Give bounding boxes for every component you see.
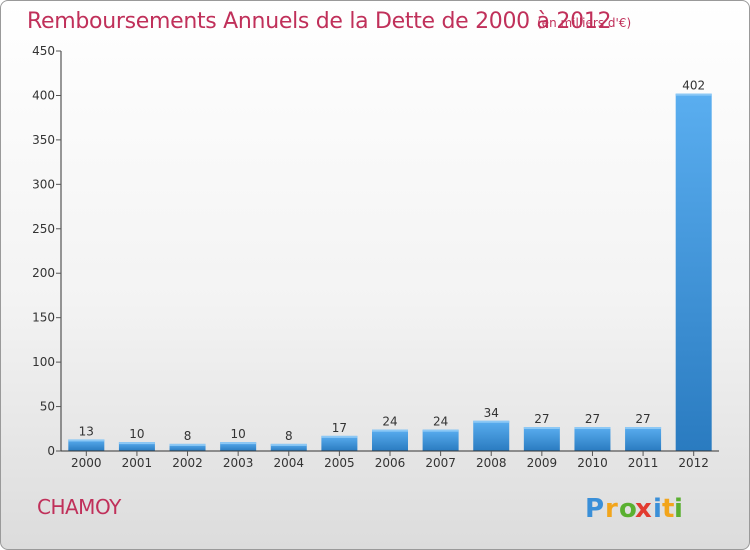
- x-tick-label-2012: 2012: [678, 456, 709, 470]
- y-tick-label: 300: [32, 177, 55, 191]
- value-label-2011: 27: [635, 412, 650, 426]
- bar-2010: [574, 427, 611, 451]
- logo-letter: x: [635, 494, 652, 524]
- bar-2009: [523, 427, 560, 451]
- value-label-2000: 13: [79, 424, 94, 438]
- axes-group: [56, 50, 719, 456]
- value-label-2008: 34: [484, 406, 499, 420]
- x-tick-label-2004: 2004: [273, 456, 304, 470]
- bar-2002: [169, 443, 206, 451]
- bar-2006: [372, 429, 408, 451]
- x-tick-label-2011: 2011: [628, 456, 659, 470]
- value-label-2001: 10: [129, 427, 144, 441]
- x-tick-label-2007: 2007: [425, 456, 456, 470]
- bar-highlight: [473, 420, 510, 423]
- value-label-2002: 8: [184, 429, 192, 443]
- x-tick-label-2006: 2006: [375, 456, 406, 470]
- bar-highlight: [625, 427, 662, 429]
- bar-highlight: [321, 435, 358, 438]
- bar-2008: [473, 420, 510, 451]
- y-tick-label: 350: [32, 133, 55, 147]
- logo-letter: P: [585, 494, 604, 524]
- x-tick-label-2009: 2009: [527, 456, 558, 470]
- bar-2012: [675, 93, 712, 452]
- bar-2001: [118, 442, 155, 451]
- bar-highlight: [118, 442, 155, 445]
- y-tick-label: 100: [32, 355, 55, 369]
- unit-note: (en milliers d'€): [537, 16, 632, 30]
- x-tick-label-2000: 2000: [71, 456, 102, 470]
- chart-title: Remboursements Annuels de la Dette de 20…: [27, 9, 612, 34]
- x-tick-label-2005: 2005: [324, 456, 355, 470]
- value-label-2004: 8: [285, 429, 293, 443]
- y-tick-label: 250: [32, 222, 55, 236]
- bar-2007: [422, 429, 459, 451]
- labels-group: 0 50 100 150 200 250 300 350 400 450 13 2000 10 2001 8…: [32, 44, 709, 470]
- value-label-2012: 402: [682, 79, 705, 93]
- bar-highlight: [270, 443, 307, 446]
- bar-highlight: [422, 429, 459, 432]
- y-tick-label: 0: [47, 444, 55, 458]
- bar-2000: [68, 439, 105, 451]
- logo-letter: i: [653, 494, 662, 524]
- bar-highlight: [574, 427, 611, 429]
- logo-letter: i: [674, 494, 683, 524]
- y-tick-label: 50: [40, 400, 55, 414]
- value-label-2010: 27: [585, 412, 600, 426]
- bar-2004: [270, 443, 307, 451]
- logo-letter: o: [619, 494, 637, 524]
- bar-highlight: [68, 439, 105, 442]
- logo-letter: r: [605, 494, 618, 524]
- x-tick-label-2010: 2010: [577, 456, 608, 470]
- x-tick-label-2008: 2008: [476, 456, 507, 470]
- bars-group: [68, 93, 712, 452]
- bar-highlight: [220, 442, 257, 445]
- value-label-2006: 24: [382, 415, 397, 429]
- x-tick-label-2003: 2003: [223, 456, 254, 470]
- bar-2011: [625, 427, 662, 451]
- value-label-2003: 10: [231, 427, 246, 441]
- logo-letter: t: [662, 494, 674, 524]
- bar-highlight: [372, 429, 408, 432]
- value-label-2009: 27: [534, 412, 549, 426]
- bar-highlight: [675, 93, 712, 96]
- x-tick-label-2001: 2001: [122, 456, 153, 470]
- bar-highlight: [523, 427, 560, 429]
- x-tick-label-2002: 2002: [172, 456, 203, 470]
- bar-highlight: [169, 443, 206, 446]
- value-label-2007: 24: [433, 415, 448, 429]
- y-tick-label: 400: [32, 88, 55, 102]
- y-tick-label: 150: [32, 311, 55, 325]
- commune-name: CHAMOY: [37, 495, 121, 519]
- bar-2005: [321, 435, 358, 451]
- value-label-2005: 17: [332, 421, 347, 435]
- y-tick-label: 200: [32, 266, 55, 280]
- bar-2003: [220, 442, 257, 451]
- y-tick-label: 450: [32, 44, 55, 58]
